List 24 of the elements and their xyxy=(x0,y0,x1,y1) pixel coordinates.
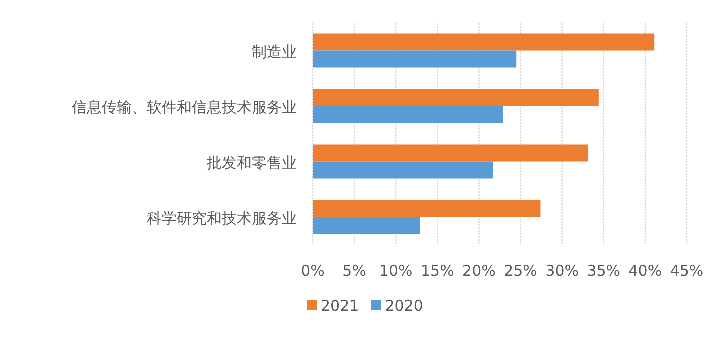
bar xyxy=(313,89,599,106)
x-tick-label: 30% xyxy=(546,262,580,280)
y-tick-label: 信息传输、软件和信息技术服务业 xyxy=(72,98,297,116)
x-tick-label: 0% xyxy=(301,262,325,280)
legend-label: 2020 xyxy=(385,297,424,315)
x-tick-label: 25% xyxy=(504,262,538,280)
y-tick-label: 科学研究和技术服务业 xyxy=(147,209,297,228)
legend-label: 2021 xyxy=(321,297,360,315)
bar xyxy=(313,162,494,179)
x-tick-label: 40% xyxy=(628,262,662,280)
bar xyxy=(313,106,504,124)
x-tick-label: 5% xyxy=(342,262,366,280)
bar xyxy=(313,217,420,234)
bar xyxy=(313,200,541,218)
x-tick-label: 35% xyxy=(587,262,621,280)
x-tick-label: 20% xyxy=(462,262,496,280)
x-tick-label: 10% xyxy=(379,262,413,280)
y-tick-label: 批发和零售业 xyxy=(207,154,297,172)
y-tick-label: 制造业 xyxy=(252,42,297,61)
x-tick-label: 15% xyxy=(420,262,454,280)
bar xyxy=(313,34,655,51)
bar xyxy=(313,50,517,68)
x-tick-label: 45% xyxy=(670,262,704,280)
bar xyxy=(313,144,588,162)
